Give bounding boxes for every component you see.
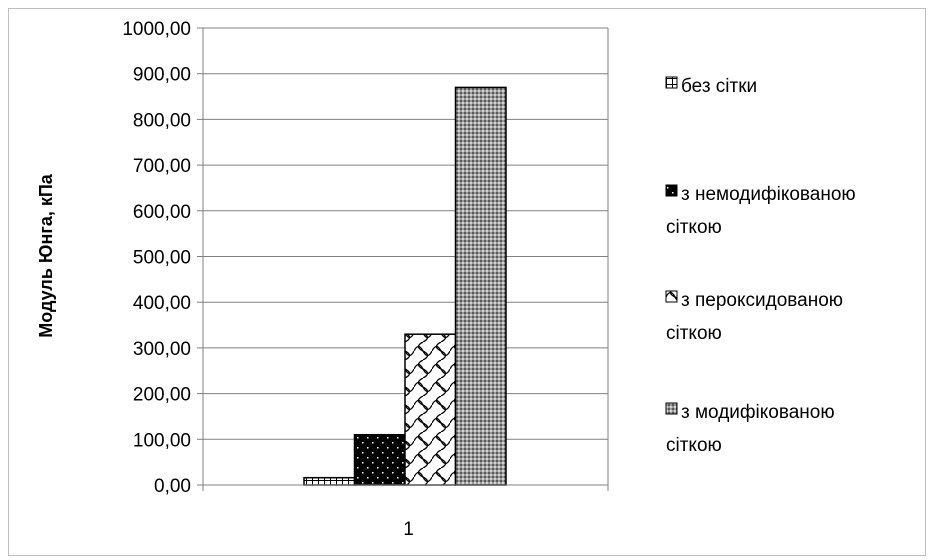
y-tick-label: 900,00	[133, 65, 191, 86]
bar-1	[303, 476, 356, 486]
bar-3	[404, 333, 457, 486]
y-tick-label: 100,00	[133, 430, 191, 451]
bar-4	[454, 86, 507, 486]
y-tick-label: 600,00	[133, 202, 191, 223]
legend-label: з модифікованою	[681, 402, 835, 423]
y-tick-label: 300,00	[133, 339, 191, 360]
y-tick-label: 700,00	[133, 156, 191, 177]
y-tick-label: 400,00	[133, 293, 191, 314]
legend-label: з немодифікованою	[681, 184, 856, 205]
legend-label: сіткою	[666, 435, 722, 456]
legend-label: з пероксидованою	[681, 290, 843, 311]
legend-swatch-4	[665, 402, 678, 415]
legend-swatch-1	[665, 76, 678, 89]
y-axis-title: Модуль Юнга, кПа	[36, 173, 56, 338]
bar-2	[353, 433, 406, 486]
y-tick-label: 0,00	[154, 476, 191, 497]
legend-swatch-3	[665, 290, 678, 303]
legend-label: без сітки	[681, 76, 757, 97]
legend-label: сіткою	[666, 323, 722, 344]
x-tick-label: 1	[403, 519, 414, 540]
legend-label: сіткою	[666, 217, 722, 238]
y-tick-label: 1000,00	[122, 19, 191, 40]
legend-swatch-2	[665, 184, 678, 197]
y-tick-label: 500,00	[133, 248, 191, 269]
y-tick-label: 200,00	[133, 385, 191, 406]
y-tick-label: 800,00	[133, 110, 191, 131]
